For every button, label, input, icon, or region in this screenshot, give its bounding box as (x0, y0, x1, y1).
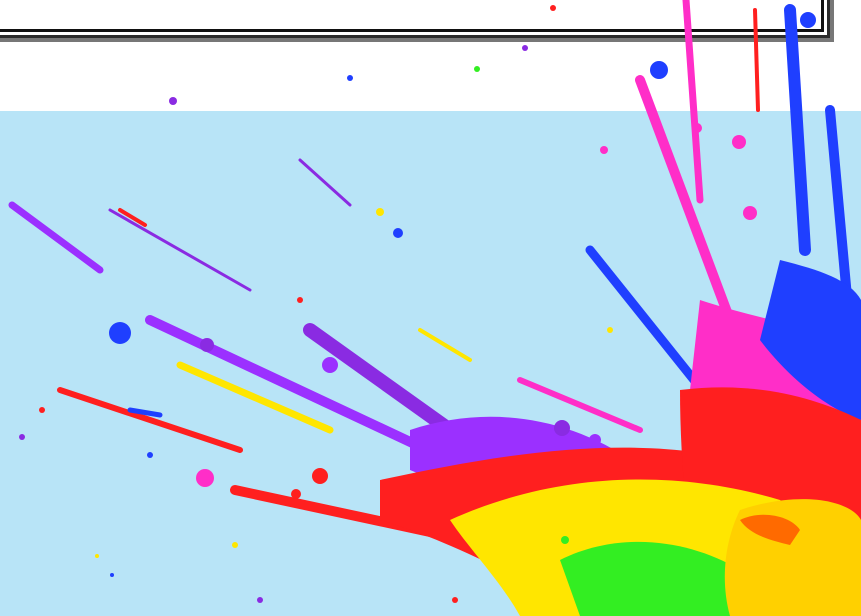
blue-streak-1 (127, 407, 163, 418)
purple-streak-1 (8, 201, 104, 274)
red-streak-vertical (753, 8, 760, 112)
drop-purple-7 (522, 45, 528, 51)
magenta-streak-vertical (682, 0, 704, 204)
orange-accent (740, 514, 800, 545)
streaks (8, 0, 855, 565)
purple-streak-5 (298, 158, 352, 207)
drop-blue-2 (650, 61, 668, 79)
drop-red-6 (452, 597, 458, 603)
drop-purple-8 (257, 597, 263, 603)
purple-streak-2 (108, 208, 252, 292)
drop-magenta-3 (743, 206, 757, 220)
drop-purple-2 (322, 357, 338, 373)
blue-burst (760, 260, 861, 420)
gold-core (724, 499, 861, 616)
drop-magenta-4 (692, 123, 702, 133)
drop-purple-6 (19, 434, 25, 440)
yellow-streak-1 (176, 361, 334, 434)
drop-magenta-1 (196, 469, 214, 487)
magenta-streak-1 (517, 377, 643, 433)
drop-blue-7 (110, 573, 114, 577)
drop-purple-1 (200, 338, 214, 352)
drop-purple-5 (589, 434, 601, 446)
drop-red-5 (550, 5, 556, 11)
drop-blue-6 (347, 75, 353, 81)
drop-blue-3 (800, 12, 816, 28)
drop-green-2 (561, 536, 569, 544)
red-streak-2 (118, 208, 147, 227)
drop-red-1 (312, 468, 328, 484)
drop-blue-1 (109, 322, 131, 344)
paint-drops (19, 5, 816, 603)
paint-burst (380, 260, 861, 616)
drop-blue-5 (147, 452, 153, 458)
drop-yellow-3 (607, 327, 613, 333)
green-burst (560, 541, 760, 616)
drop-magenta-5 (600, 146, 608, 154)
red-streak-1 (57, 387, 243, 453)
drop-purple-4 (554, 420, 570, 436)
drop-yellow-2 (232, 542, 238, 548)
drop-red-2 (291, 489, 301, 499)
drop-red-3 (39, 407, 45, 413)
drop-red-4 (297, 297, 303, 303)
drop-green-1 (474, 66, 480, 72)
drop-yellow-4 (95, 554, 99, 558)
drop-blue-4 (393, 228, 403, 238)
drop-magenta-2 (732, 135, 746, 149)
blue-streak-2 (585, 245, 715, 405)
drop-yellow-1 (376, 208, 384, 216)
yellow-streak-2 (418, 328, 472, 362)
drop-purple-3 (169, 97, 177, 105)
blue-streak-vertical (784, 4, 811, 256)
